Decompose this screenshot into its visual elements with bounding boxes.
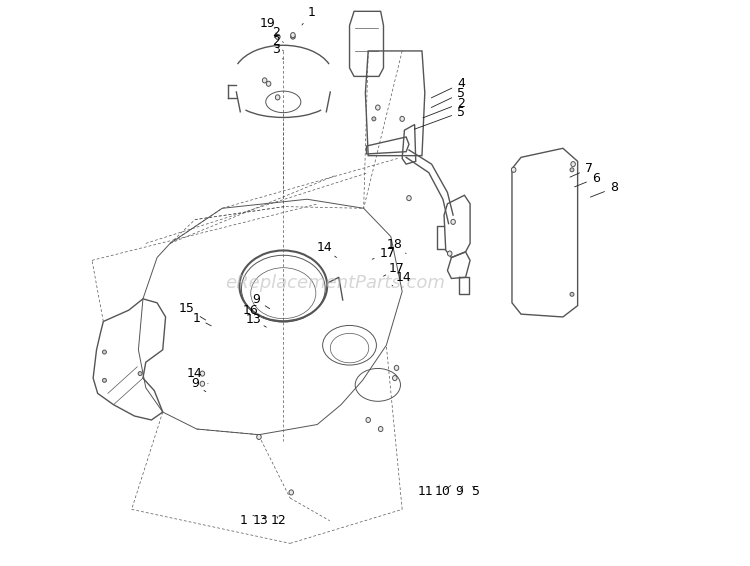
Ellipse shape — [400, 116, 404, 122]
Text: 16: 16 — [242, 304, 264, 317]
Ellipse shape — [103, 350, 106, 354]
Ellipse shape — [266, 82, 271, 87]
Text: 13: 13 — [253, 514, 268, 527]
Ellipse shape — [570, 168, 574, 172]
Text: 1: 1 — [193, 312, 211, 326]
Text: 10: 10 — [435, 485, 451, 498]
Ellipse shape — [291, 35, 296, 39]
Text: 14: 14 — [316, 242, 337, 258]
Text: 9: 9 — [454, 485, 463, 498]
Text: 11: 11 — [418, 485, 440, 498]
Ellipse shape — [256, 435, 261, 439]
Text: 17: 17 — [383, 263, 404, 276]
Ellipse shape — [275, 35, 280, 39]
Ellipse shape — [289, 490, 293, 495]
Ellipse shape — [379, 427, 383, 431]
Text: 7: 7 — [570, 162, 593, 177]
Text: 17: 17 — [372, 247, 395, 260]
Text: 5: 5 — [431, 87, 465, 108]
Text: 9: 9 — [191, 378, 206, 392]
Text: 19: 19 — [260, 18, 278, 35]
Ellipse shape — [262, 78, 267, 83]
Text: 12: 12 — [271, 514, 286, 527]
Text: 18: 18 — [387, 238, 406, 254]
Ellipse shape — [275, 95, 280, 100]
Ellipse shape — [275, 34, 280, 40]
Text: 2: 2 — [272, 27, 284, 42]
Text: 13: 13 — [245, 314, 266, 327]
Ellipse shape — [571, 162, 575, 167]
Ellipse shape — [406, 195, 411, 201]
Ellipse shape — [103, 379, 106, 383]
Ellipse shape — [376, 105, 380, 110]
Text: 14: 14 — [392, 271, 411, 286]
Text: 4: 4 — [431, 78, 465, 98]
Ellipse shape — [392, 376, 397, 381]
Ellipse shape — [448, 251, 452, 256]
Text: 2: 2 — [272, 36, 284, 51]
Ellipse shape — [138, 372, 142, 376]
Text: 6: 6 — [574, 172, 600, 187]
Ellipse shape — [451, 219, 455, 225]
Ellipse shape — [291, 32, 296, 37]
Text: 2: 2 — [423, 97, 465, 118]
Ellipse shape — [394, 366, 399, 371]
Text: 8: 8 — [590, 182, 618, 197]
Text: 5: 5 — [472, 485, 480, 498]
Ellipse shape — [200, 371, 205, 376]
Text: 15: 15 — [179, 302, 206, 320]
Text: 5: 5 — [415, 106, 465, 129]
Ellipse shape — [366, 418, 370, 422]
Text: 9: 9 — [252, 294, 270, 308]
Ellipse shape — [512, 168, 516, 173]
Ellipse shape — [372, 117, 376, 121]
Ellipse shape — [570, 292, 574, 297]
Text: 1: 1 — [302, 6, 316, 25]
Ellipse shape — [200, 381, 205, 387]
Text: 14: 14 — [188, 367, 208, 384]
Text: 3: 3 — [272, 44, 284, 59]
Text: eReplacementParts.com: eReplacementParts.com — [226, 274, 446, 292]
Text: 1: 1 — [240, 514, 254, 527]
